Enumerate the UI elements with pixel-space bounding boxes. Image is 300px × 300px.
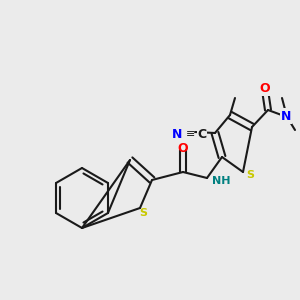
Text: N: N xyxy=(172,128,182,140)
Text: S: S xyxy=(246,170,254,180)
Text: S: S xyxy=(139,208,147,218)
Text: NH: NH xyxy=(212,176,230,186)
Text: ≡: ≡ xyxy=(186,129,196,139)
Text: N: N xyxy=(281,110,291,122)
Text: C: C xyxy=(197,128,207,140)
Text: O: O xyxy=(178,142,188,154)
Text: O: O xyxy=(260,82,270,94)
